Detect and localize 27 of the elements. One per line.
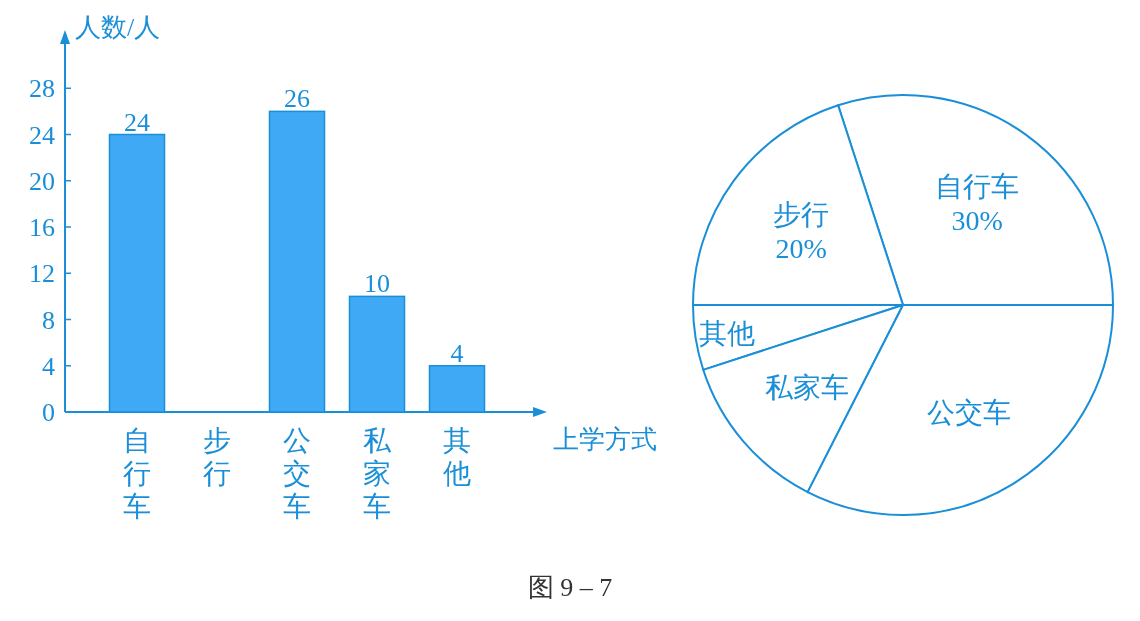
y-tick-label: 4 bbox=[42, 351, 55, 381]
data-label: 20% bbox=[775, 232, 827, 264]
x-tick-label: 私家车 bbox=[363, 425, 392, 522]
slice-label: 自行车 bbox=[935, 171, 1020, 203]
data-label: 24 bbox=[124, 107, 150, 137]
y-tick-label: 16 bbox=[29, 213, 55, 242]
data-label: 4 bbox=[450, 338, 464, 368]
x-tick-label: 公交车 bbox=[283, 425, 311, 522]
data-label: 10 bbox=[364, 269, 390, 299]
slice-label: 步行 bbox=[773, 198, 830, 230]
y-tick-label: 20 bbox=[29, 166, 55, 196]
slice-label: 私家车 bbox=[765, 371, 850, 403]
x-axis-title: 上学方式 bbox=[553, 425, 657, 454]
y-tick-label: 8 bbox=[42, 305, 55, 335]
slice-label: 公交车 bbox=[926, 397, 1011, 429]
y-tick-label: 28 bbox=[29, 74, 55, 104]
caption: 图 9 – 7 bbox=[527, 573, 613, 602]
y-axis-title: 人数/人 bbox=[75, 13, 161, 42]
data-label: 26 bbox=[284, 84, 310, 114]
y-tick-label: 0 bbox=[42, 398, 55, 427]
slice-label: 其他 bbox=[698, 317, 755, 349]
y-tick-label: 24 bbox=[29, 120, 55, 150]
data-label: 30% bbox=[951, 205, 1003, 237]
y-tick-label: 12 bbox=[29, 259, 55, 289]
x-tick-label: 自行车 bbox=[123, 425, 151, 522]
x-tick-label: 步行 bbox=[203, 425, 231, 489]
x-tick-label: 其他 bbox=[443, 425, 471, 489]
